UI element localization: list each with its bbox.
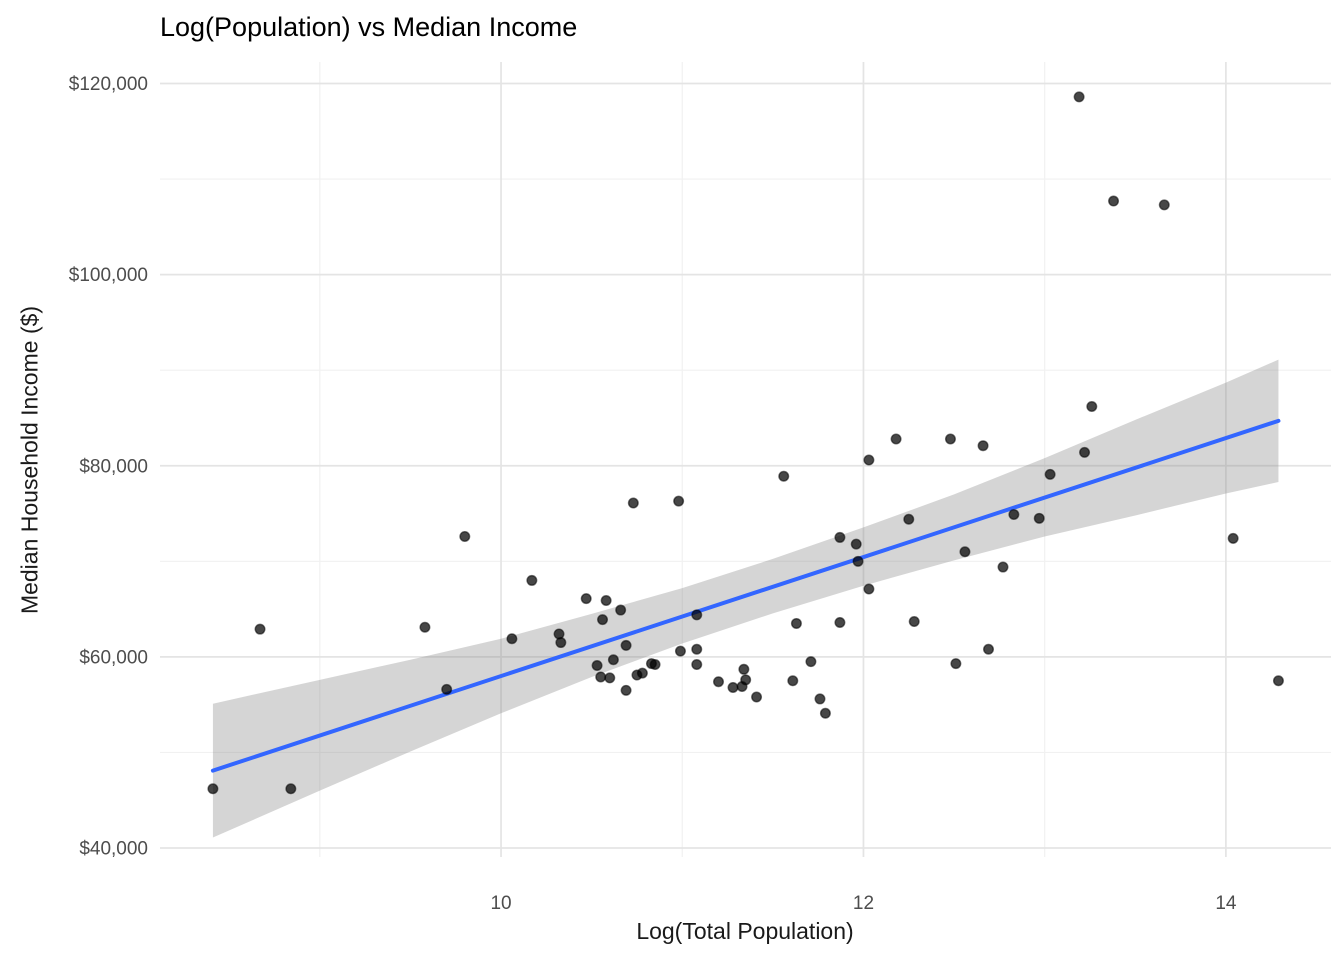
data-point [997, 561, 1009, 573]
data-point [863, 454, 875, 466]
data-point [977, 440, 989, 452]
data-point [852, 555, 864, 567]
data-point [691, 659, 703, 671]
data-point [1044, 468, 1056, 480]
y-tick-label: $120,000 [69, 74, 148, 95]
data-point [591, 659, 603, 671]
data-point [863, 583, 875, 595]
data-point [790, 617, 802, 629]
data-point [908, 616, 920, 628]
data-point [819, 707, 831, 719]
data-point [555, 637, 567, 649]
data-point [944, 433, 956, 445]
data-point [459, 530, 471, 542]
data-point [636, 667, 648, 679]
y-axis-title: Median Household Income ($) [16, 305, 43, 615]
trend-line [210, 418, 1281, 773]
confidence-band [212, 359, 1279, 838]
data-point [673, 495, 685, 507]
x-tick-label: 12 [853, 893, 874, 914]
data-point [419, 621, 431, 633]
x-tick-label: 10 [490, 893, 511, 914]
data-point [600, 595, 612, 607]
data-point [778, 470, 790, 482]
data-point [834, 616, 846, 628]
data-point [1033, 512, 1045, 524]
data-point [751, 691, 763, 703]
data-point [649, 659, 661, 671]
data-point [712, 676, 724, 688]
data-point [691, 609, 703, 621]
data-point [691, 643, 703, 655]
data-point [1227, 532, 1239, 544]
data-point [740, 674, 752, 686]
data-point [441, 683, 453, 695]
data-point [285, 783, 297, 795]
data-point [597, 614, 609, 626]
data-point [604, 672, 616, 684]
data-point [890, 433, 902, 445]
data-point [738, 663, 750, 675]
chart-title: Log(Population) vs Median Income [160, 12, 578, 42]
data-point [850, 538, 862, 550]
data-point [805, 656, 817, 668]
data-point [1008, 508, 1020, 520]
data-point [526, 574, 538, 586]
y-tick-label: $100,000 [69, 265, 148, 286]
data-point [959, 546, 971, 558]
data-point [950, 658, 962, 670]
data-point [207, 783, 219, 795]
data-point [1272, 675, 1284, 687]
x-tick-label: 14 [1215, 893, 1237, 914]
data-point [727, 681, 739, 693]
data-point [674, 645, 686, 657]
y-tick-label: $40,000 [79, 839, 148, 860]
data-point [1108, 195, 1120, 207]
y-tick-label: $60,000 [79, 647, 148, 668]
data-point [1079, 446, 1091, 458]
data-point [814, 693, 826, 705]
data-point [254, 623, 266, 635]
data-point [1086, 401, 1098, 413]
data-point [607, 654, 619, 666]
data-point [580, 593, 592, 605]
data-point [787, 675, 799, 687]
data-point [627, 497, 639, 509]
x-axis-title: Log(Total Population) [636, 918, 854, 944]
data-point [506, 633, 518, 645]
data-point [834, 531, 846, 543]
data-point [595, 671, 607, 683]
data-point [1158, 199, 1170, 211]
data-point [1073, 91, 1085, 103]
y-tick-label: $80,000 [79, 456, 148, 477]
data-point [615, 604, 627, 616]
data-point [983, 643, 995, 655]
data-point [903, 513, 915, 525]
data-point [620, 684, 632, 696]
data-point [620, 639, 632, 651]
